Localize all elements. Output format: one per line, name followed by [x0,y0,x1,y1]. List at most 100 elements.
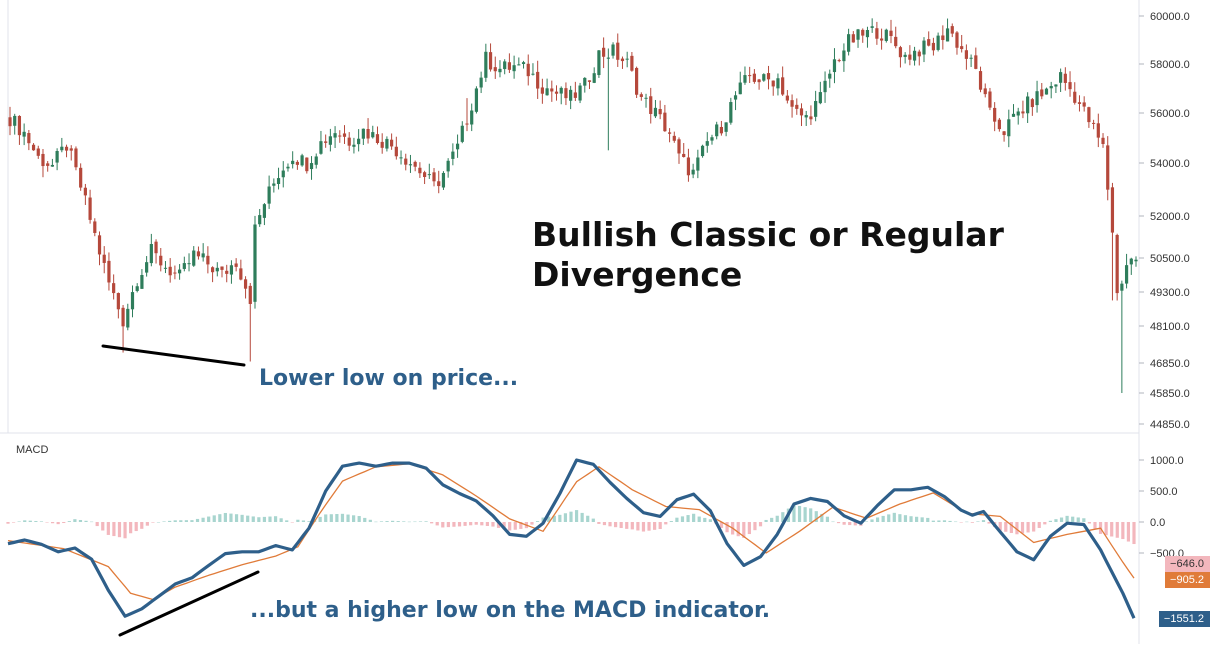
candle-body [978,71,983,90]
candle-body [229,265,234,275]
macd-pane-label: MACD [16,444,49,456]
candle-body [107,260,111,283]
histogram-bar [1037,522,1041,528]
histogram-bar [898,514,902,522]
candle-body [814,101,818,117]
candle-body [799,108,804,116]
candle-body [908,54,912,60]
candle-body [272,183,276,186]
histogram-badge: −646.0 [1165,556,1210,572]
candle-body [41,153,45,167]
candle-body [1082,102,1086,107]
candle-body [361,128,365,139]
candle-body [964,50,968,59]
candle-body [922,40,926,55]
candle-body [630,55,634,71]
candle-body [1021,111,1025,114]
candle-body [762,74,766,81]
candle-body [484,51,488,78]
histogram-bar [1110,522,1114,537]
candle-body [366,129,370,139]
histogram-bar [502,522,506,530]
candle-body [130,292,135,310]
candle-body [88,197,92,220]
candle-body [781,77,785,95]
histogram-bar [28,520,32,522]
candle-body [210,267,215,273]
histogram-bar [446,522,450,528]
candle-body [531,73,535,75]
candle-body [738,82,742,95]
candle-body [1101,137,1105,144]
price-tick-label: 44850.0 [1150,419,1190,431]
histogram-bar [547,516,551,522]
candle-body [1096,123,1100,138]
candle-body [526,63,530,77]
histogram-bar [496,522,501,528]
candle-body [422,172,427,178]
candle-body [357,138,361,145]
candle-body [1007,119,1011,137]
candle-body [248,285,252,304]
histogram-bar [613,522,618,528]
candle-body [243,279,248,289]
histogram-bar [580,512,584,522]
histogram-bar [402,521,406,522]
histogram-bar [1059,517,1064,522]
candle-body [795,104,799,109]
histogram-bar [820,513,824,522]
candle-body [870,26,874,28]
candle-body [931,42,936,51]
candle-body [281,170,285,178]
price-pane [8,18,1138,393]
macd-tick-label: 1000.0 [1150,455,1184,467]
candle-body [149,244,153,264]
histogram-bar [452,522,456,527]
candle-body [1106,145,1110,190]
candle-body [479,77,483,88]
histogram-bar [1115,522,1119,538]
signal-line [7,463,1135,601]
histogram-bar [753,522,757,531]
candle-body [390,139,394,147]
histogram-bar [78,519,83,522]
candle-body [1120,283,1124,291]
histogram-bar [831,521,835,523]
histogram-bar [747,522,751,535]
candle-body [724,122,728,132]
candle-body [620,58,625,62]
candle-body [22,131,26,137]
candle-body [1124,265,1129,284]
candle-body [667,132,672,134]
histogram-bar [586,515,590,522]
histogram-bar [658,522,662,529]
candle-body [474,88,479,112]
candle-body [309,163,314,170]
histogram-bar [463,522,467,526]
histogram-bar [290,522,294,523]
histogram-bar [318,516,322,522]
histogram-bar [942,520,947,522]
histogram-bar [1065,515,1069,522]
histogram-bar [1009,522,1013,534]
price-tick-label: 54000.0 [1150,158,1190,170]
candle-body [498,68,502,73]
histogram-bar [173,520,177,522]
candle-body [512,65,516,72]
histogram-bar [101,522,105,531]
histogram-bar [45,522,49,523]
candle-body [955,32,959,48]
histogram-bar [641,522,646,532]
candle-body [262,204,267,218]
candle-body [691,169,695,175]
histogram-bar [430,522,434,524]
histogram-bar [920,517,924,522]
histogram-bar [864,521,869,522]
histogram-bar [535,521,540,522]
candle-body [493,67,497,72]
price-tick-label: 46850.0 [1150,358,1190,370]
candle-body [879,38,884,41]
histogram-bar [34,521,38,522]
candle-body [583,77,587,86]
histogram-bar [825,516,830,522]
